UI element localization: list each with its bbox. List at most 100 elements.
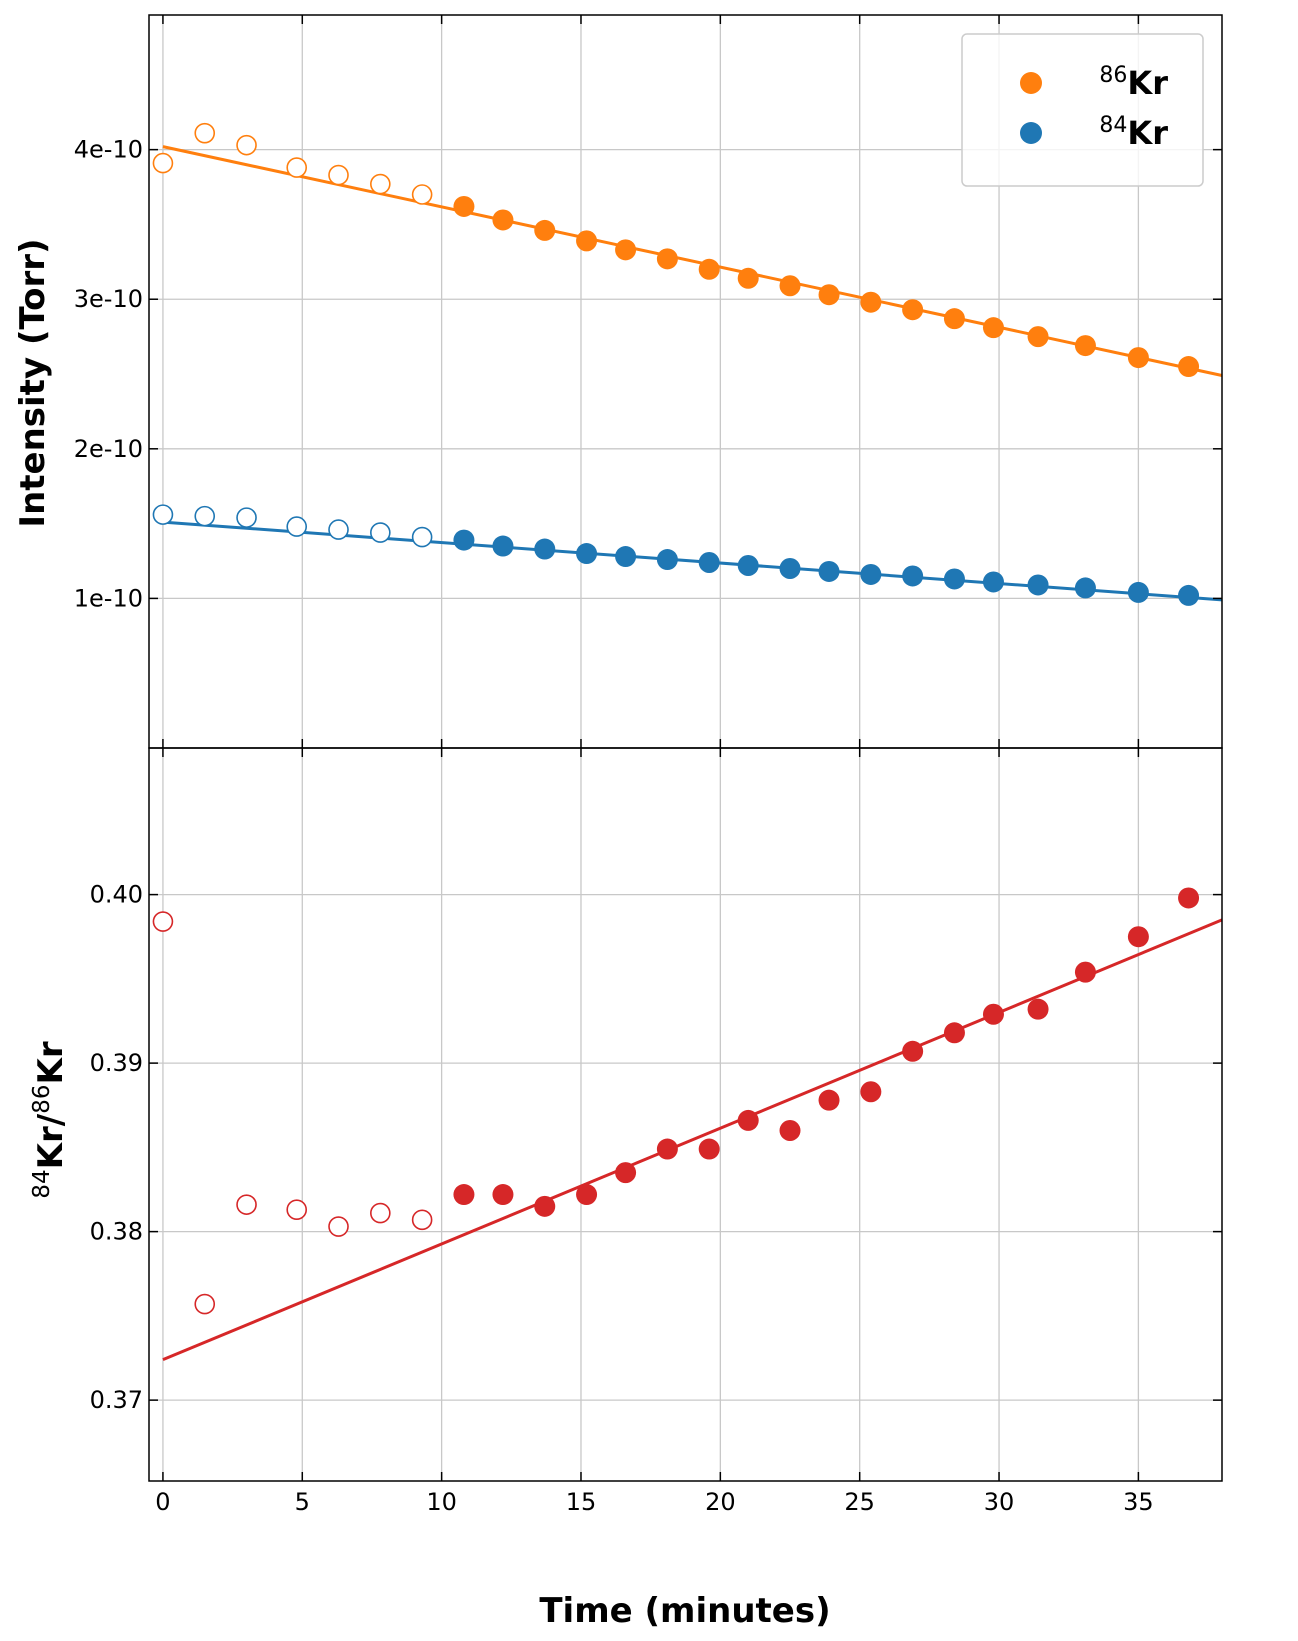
ratio-axes-frame xyxy=(148,747,1223,1482)
84kr-86kr-data-point xyxy=(902,1040,924,1062)
intensity-ytick-label: 1e-10 xyxy=(74,584,143,612)
intensity-data-points xyxy=(152,122,1200,606)
84kr-excluded-point xyxy=(152,504,174,525)
legend-86kr-element: Kr xyxy=(1127,64,1168,102)
84kr-86kr-data-point xyxy=(982,1003,1004,1025)
86kr-data-point xyxy=(860,291,882,313)
intensity-y-ticks: 1e-10 2e-10 3e-10 4e-10 xyxy=(74,136,1222,612)
84kr-86kr-data-point xyxy=(943,1022,965,1044)
84kr-excluded-point xyxy=(370,522,391,543)
time-x-ticks: 0 5 10 15 20 25 30 35 xyxy=(155,748,1154,1516)
86kr-data-point xyxy=(1178,356,1200,378)
ratio-data-points xyxy=(152,887,1200,1315)
84kr-86kr-data-point xyxy=(698,1138,720,1160)
intensity-ytick-label: 2e-10 xyxy=(74,435,143,463)
intensity-ytick-label: 3e-10 xyxy=(74,285,143,313)
84kr-86kr-data-point xyxy=(779,1120,801,1142)
84kr-data-point xyxy=(615,546,637,568)
intensity-ytick-label: 4e-10 xyxy=(74,136,143,164)
84kr-data-point xyxy=(902,565,924,587)
time-xtick-label: 25 xyxy=(844,1488,875,1516)
84kr-86kr-data-point xyxy=(656,1138,678,1160)
time-xtick-label: 5 xyxy=(295,1488,310,1516)
84kr-86kr-data-point xyxy=(1178,887,1200,909)
84kr-data-point xyxy=(698,552,720,574)
86kr-excluded-point xyxy=(411,184,433,205)
ratio-ytick-label: 0.37 xyxy=(90,1386,143,1414)
time-xtick-label: 35 xyxy=(1123,1488,1154,1516)
84kr-86kr-data-point xyxy=(453,1184,475,1206)
ratio-fit-line xyxy=(162,918,1223,1362)
84kr-86kr-data-point xyxy=(615,1162,637,1184)
ratio-label-kr: Kr xyxy=(31,1041,71,1084)
86kr-data-point xyxy=(982,317,1004,339)
legend-label-86kr: 86Kr xyxy=(1099,63,1168,102)
intensity-grid xyxy=(149,15,1222,748)
84kr-86kr-data-point xyxy=(492,1184,514,1206)
84kr-86kr-fit-line xyxy=(162,918,1223,1362)
86kr-data-point xyxy=(534,219,556,241)
84kr-excluded-point xyxy=(328,519,349,540)
84kr-data-point xyxy=(860,563,882,585)
84kr-data-point xyxy=(534,538,556,560)
86kr-data-point xyxy=(1074,335,1096,357)
86kr-data-point xyxy=(902,299,924,321)
84kr-data-point xyxy=(453,529,475,551)
86kr-data-point xyxy=(453,195,475,217)
time-x-axis-title: Time (minutes) xyxy=(539,1591,830,1631)
84kr-86kr-data-point xyxy=(576,1184,598,1206)
time-xtick-label: 20 xyxy=(705,1488,736,1516)
86kr-data-point xyxy=(779,275,801,297)
time-xtick-label: 30 xyxy=(984,1488,1015,1516)
ratio-y-ticks: 0.37 0.38 0.39 0.40 xyxy=(90,881,1222,1414)
84kr-excluded-point xyxy=(236,507,257,528)
time-xtick-label: 15 xyxy=(566,1488,597,1516)
ratio-label-mass-84: 84 xyxy=(29,1169,55,1198)
84kr-data-point xyxy=(779,557,801,579)
ratio-label-kr-slash: Kr/ xyxy=(31,1113,71,1169)
legend-84kr-mass: 84 xyxy=(1099,113,1127,138)
84kr-86kr-excluded-point xyxy=(194,1293,216,1315)
84kr-86kr-excluded-point xyxy=(328,1216,349,1237)
legend-84kr-element: Kr xyxy=(1127,114,1168,152)
86kr-data-point xyxy=(656,248,678,270)
84kr-86kr-data-point xyxy=(818,1089,840,1111)
84kr-data-point xyxy=(737,554,759,576)
84kr-86kr-excluded-point xyxy=(236,1194,257,1215)
86kr-excluded-point xyxy=(328,164,349,186)
84kr-data-point xyxy=(1127,581,1149,603)
84kr-86kr-data-point xyxy=(1127,926,1149,948)
86kr-data-point xyxy=(615,239,637,261)
84kr-86kr-data-point xyxy=(534,1195,556,1217)
86kr-excluded-point xyxy=(236,134,257,156)
86kr-data-point xyxy=(737,267,759,289)
84kr-data-point xyxy=(943,568,965,590)
time-xtick-label: 0 xyxy=(155,1488,170,1516)
86kr-data-point xyxy=(943,308,965,330)
84kr-data-point xyxy=(1178,584,1200,606)
84kr-86kr-excluded-point xyxy=(411,1209,433,1231)
84kr-86kr-data-point xyxy=(1074,961,1096,983)
84kr-excluded-point xyxy=(286,516,308,537)
86kr-data-point xyxy=(1127,347,1149,369)
84kr-data-point xyxy=(982,571,1004,593)
legend-label-84kr: 84Kr xyxy=(1099,113,1168,152)
86kr-data-point xyxy=(698,258,720,280)
legend-marker-84kr xyxy=(1020,122,1042,144)
ratio-y-axis-title: 84Kr/86Kr xyxy=(29,1041,71,1198)
84kr-excluded-point xyxy=(411,526,433,548)
84kr-data-point xyxy=(1074,577,1096,599)
legend: 86Kr 84Kr xyxy=(961,33,1204,187)
86kr-excluded-point xyxy=(152,152,174,174)
84kr-data-point xyxy=(818,560,840,582)
86kr-data-point xyxy=(1027,326,1049,348)
legend-frame xyxy=(961,33,1204,187)
84kr-86kr-excluded-point xyxy=(370,1202,391,1224)
84kr-data-point xyxy=(576,543,598,565)
ratio-ytick-label: 0.39 xyxy=(90,1049,143,1077)
84kr-data-point xyxy=(656,549,678,571)
86kr-excluded-point xyxy=(370,173,391,195)
